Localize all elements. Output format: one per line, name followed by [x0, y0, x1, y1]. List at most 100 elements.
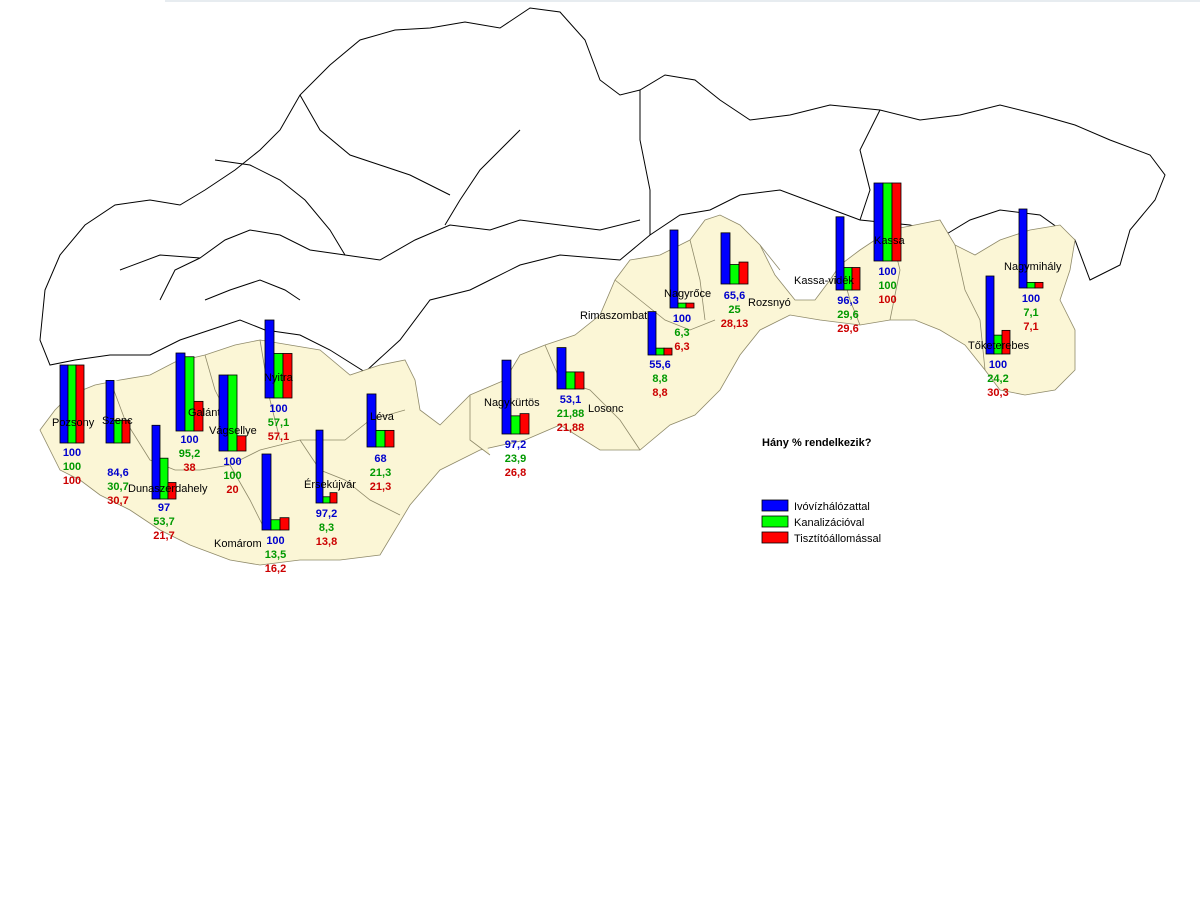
bar-ersekujvar-water: [315, 429, 324, 504]
district-kassa: Kassa 100 100 100: [873, 182, 905, 306]
value-ersekujvar-sewer: 8,3: [319, 522, 334, 534]
bar-toketerebes-treatment: [1001, 329, 1011, 355]
value-nagymihaly-treatment: 7,1: [1023, 321, 1038, 333]
bar-nagykurtos-water: [501, 359, 512, 435]
label-losonc: Losonc: [588, 403, 624, 415]
district-szenc: Szenc 84,6 30,7 30,7: [102, 379, 133, 507]
bar-kassa-treatment: [891, 182, 902, 262]
bar-losonc-sewer: [565, 371, 576, 390]
legend-title: Hány % rendelkezik?: [762, 437, 872, 449]
legend-label-sewer: Kanalizációval: [794, 517, 864, 529]
district-vagsellye: Vágsellye 100 100 20: [209, 374, 257, 496]
bar-rimaszombat-treatment: [663, 347, 673, 356]
label-vagsellye: Vágsellye: [209, 425, 257, 437]
bar-leva-sewer: [375, 429, 386, 448]
bar-komarom-treatment: [279, 517, 290, 531]
bar-rimaszombat-water: [647, 311, 657, 356]
label-nagykurtos: Nagykürtös: [484, 397, 540, 409]
label-kassa-videk: Kassa-vidék: [794, 275, 854, 287]
bar-komarom-sewer: [270, 519, 281, 531]
bar-losonc-water: [556, 347, 567, 390]
label-nagyroce: Nagyrőce: [664, 288, 711, 300]
bar-leva-water: [366, 393, 377, 448]
value-rimaszombat-sewer: 8,8: [652, 373, 667, 385]
bar-nagymihaly-sewer: [1026, 281, 1036, 289]
value-vagsellye-water: 100: [223, 456, 241, 468]
bar-kassa-water: [873, 182, 884, 262]
value-nagymihaly-water: 100: [1022, 293, 1040, 305]
value-ersekujvar-water: 97,2: [316, 508, 337, 520]
label-nyitra: Nyitra: [264, 372, 294, 384]
bar-dunaszerdahely-treatment: [167, 482, 177, 500]
bar-vagsellye-water: [218, 374, 229, 452]
bar-kassa-videk-water: [835, 216, 845, 291]
value-nagyroce-water: 100: [673, 313, 691, 325]
label-kassa: Kassa: [874, 235, 905, 247]
label-komarom: Komárom: [214, 538, 262, 550]
bar-nagyroce-sewer: [677, 302, 687, 309]
value-dunaszerdahely-water: 97: [158, 502, 170, 514]
value-losonc-treatment: 21,88: [557, 422, 585, 434]
district-rimaszombat: Rimaszombat 55,6 8,8 8,8: [580, 310, 673, 399]
bar-nagymihaly-water: [1018, 208, 1028, 289]
bar-galanta-treatment: [193, 400, 204, 432]
value-dunaszerdahely-sewer: 53,7: [153, 516, 174, 528]
bar-nagykurtos-sewer: [510, 415, 521, 435]
bar-komarom-water: [261, 453, 272, 531]
legend-swatch-treatment: [761, 531, 789, 544]
bar-szenc-water: [105, 379, 115, 444]
value-galanta-sewer: 95,2: [179, 448, 200, 460]
label-dunaszerdahely: Dunaszerdahely: [128, 483, 208, 495]
bar-kassa-videk-treatment: [851, 267, 861, 291]
label-pozsony: Pozsony: [52, 417, 95, 429]
bar-losonc-treatment: [574, 371, 585, 390]
value-kassa-water: 100: [878, 266, 896, 278]
value-nagyroce-treatment: 6,3: [674, 341, 689, 353]
value-toketerebes-sewer: 24,2: [987, 373, 1008, 385]
value-vagsellye-sewer: 100: [223, 470, 241, 482]
value-kassa-videk-sewer: 29,6: [837, 309, 858, 321]
value-rimaszombat-treatment: 8,8: [652, 387, 667, 399]
value-kassa-treatment: 100: [878, 294, 896, 306]
legend-swatch-water: [761, 499, 789, 512]
value-losonc-water: 53,1: [560, 394, 581, 406]
bar-nagykurtos-treatment: [519, 413, 530, 435]
value-kassa-videk-water: 96,3: [837, 295, 858, 307]
district-pozsony: Pozsony 100 100 100: [52, 364, 95, 487]
bar-rozsnyo-treatment: [738, 261, 749, 285]
bar-dunaszerdahely-sewer: [159, 457, 169, 500]
value-rozsnyo-sewer: 25: [728, 304, 740, 316]
value-leva-water: 68: [374, 453, 386, 465]
value-dunaszerdahely-treatment: 21,7: [153, 530, 174, 542]
district-kassa-videk: Kassa-vidék 96,3 29,6 29,6: [794, 216, 861, 335]
value-nagymihaly-sewer: 7,1: [1023, 307, 1038, 319]
value-szenc-water: 84,6: [107, 467, 128, 479]
district-toketerebes: Tőketerebes 100 24,2 30,3: [968, 275, 1030, 399]
label-galanta: Galánta: [188, 407, 227, 419]
value-szenc-treatment: 30,7: [107, 495, 128, 507]
value-vagsellye-treatment: 20: [226, 484, 238, 496]
value-nagykurtos-sewer: 23,9: [505, 453, 526, 465]
bar-galanta-water: [175, 352, 186, 432]
district-losonc: Losonc 53,1 21,88 21,88: [556, 347, 624, 434]
bar-nagyroce-water: [669, 229, 679, 309]
bar-rimaszombat-sewer: [655, 347, 665, 356]
bar-toketerebes-water: [985, 275, 995, 355]
value-leva-sewer: 21,3: [370, 467, 391, 479]
value-nyitra-water: 100: [269, 403, 287, 415]
value-szenc-sewer: 30,7: [107, 481, 128, 493]
value-komarom-sewer: 13,5: [265, 549, 286, 561]
value-rozsnyo-water: 65,6: [724, 290, 745, 302]
value-rozsnyo-treatment: 28,13: [721, 318, 749, 330]
value-nagyroce-sewer: 6,3: [674, 327, 689, 339]
value-nyitra-treatment: 57,1: [268, 431, 289, 443]
bar-vagsellye-treatment: [236, 435, 247, 452]
label-toketerebes: Tőketerebes: [968, 340, 1030, 352]
label-nagymihaly: Nagymihály: [1004, 261, 1062, 273]
legend: Hány % rendelkezik? Ivóvízhálózattal Kanal…: [761, 437, 881, 545]
label-rimaszombat: Rimaszombat: [580, 310, 647, 322]
value-toketerebes-treatment: 30,3: [987, 387, 1008, 399]
value-galanta-treatment: 38: [183, 462, 195, 474]
bar-nyitra-water: [264, 319, 275, 399]
